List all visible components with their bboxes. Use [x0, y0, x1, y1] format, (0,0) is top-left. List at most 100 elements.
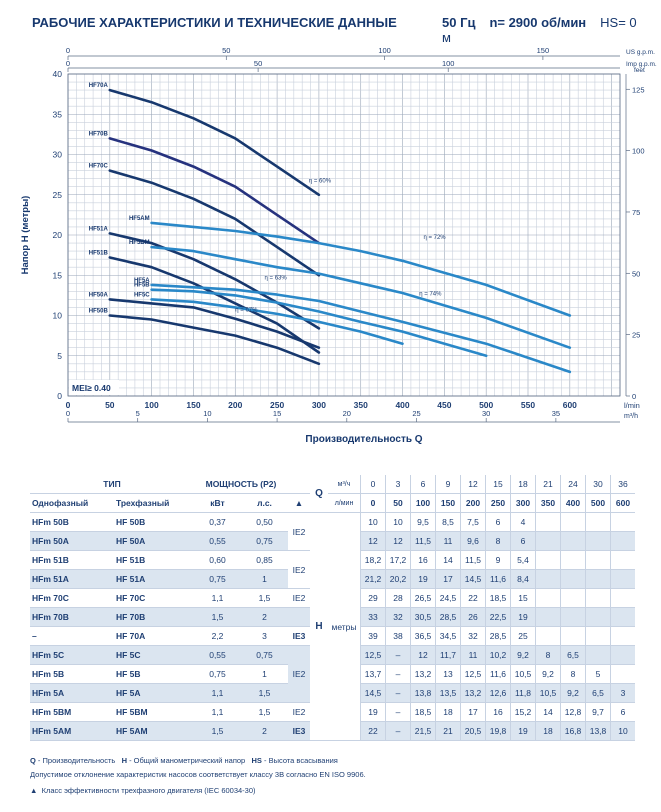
efficiency-label: η = 60%: [309, 179, 332, 185]
type-header: ТИП: [30, 475, 194, 494]
head-value: [560, 531, 586, 551]
series-line: [150, 221, 572, 317]
head-value: 13: [435, 664, 461, 684]
table-row: HFm 50A HF 50A 0,55 0,75 12 12 11,5 11 9,6 8 6: [30, 531, 635, 551]
tolerance-note: Допустимое отклонение характеристик насо…: [30, 770, 366, 779]
head-value: [535, 626, 561, 646]
hp-header: л.с.: [241, 493, 288, 513]
flow-lmin-value: 150: [435, 493, 461, 513]
m3h-tick-label: 5: [136, 409, 140, 418]
x-tick-label: 200: [228, 400, 242, 410]
efficiency-label: η = 72%: [423, 235, 446, 241]
head-value: 6,5: [585, 683, 611, 703]
usgpm-tick-label: 50: [222, 46, 230, 55]
head-value: [535, 512, 561, 532]
head-value: 22,5: [485, 607, 511, 627]
head-value: [560, 626, 586, 646]
y-tick-label: 25: [53, 190, 63, 200]
head-value: 39: [360, 626, 386, 646]
head-value: 25: [510, 626, 536, 646]
head-value: 17,2: [385, 550, 411, 570]
ie-marker-cell: ▲: [288, 493, 310, 513]
three-phase-model: HF 5AM: [113, 721, 194, 741]
head-value: [535, 531, 561, 551]
impgpm-tick-label: 100: [442, 59, 455, 68]
series-label: HF70C: [89, 164, 109, 170]
head-value: 19: [360, 702, 386, 722]
power-kw: 0,37: [194, 512, 241, 532]
table-row: HFm 5B HF 5B 0,75 1 13,7–13,2 13 12,5 11,6 10,5 9…: [30, 664, 635, 684]
mei-box: [69, 380, 119, 395]
series-line: [150, 283, 572, 374]
series-line: [108, 169, 321, 277]
single-phase-model: HFm 5B: [30, 664, 114, 684]
power-hp: 0,75: [241, 645, 288, 665]
head-value: [610, 512, 635, 532]
x-tick-label: 550: [521, 400, 535, 410]
x-tick-label: 150: [186, 400, 200, 410]
feet-unit-label: feet: [634, 67, 645, 74]
ie-class: IE2: [288, 588, 310, 608]
head-value: 14,5: [360, 683, 386, 703]
flow-m3h-value: 30: [585, 475, 611, 494]
series-label: HF5BM: [129, 240, 150, 246]
head-value: 36,5: [410, 626, 436, 646]
head-value: 10: [360, 512, 386, 532]
ie-class: IE3: [288, 626, 310, 646]
head-value: [610, 531, 635, 551]
flow-lmin-value: 400: [560, 493, 586, 513]
head-value: 21,5: [410, 721, 436, 741]
table-row: HFm 5AM HF 5AM 1,5 2 IE3 22–21,5 21 20,5 19,8 19 1…: [30, 721, 635, 741]
power-hp: 1,5: [241, 702, 288, 722]
head-value: 12,5: [360, 645, 386, 665]
legend-h-text: - Общий манометрический напор: [127, 756, 246, 765]
m3h-tick-label: 15: [273, 409, 281, 418]
head-value: 21: [435, 721, 461, 741]
head-value: 11,8: [510, 683, 536, 703]
head-value: [585, 607, 611, 627]
head-value: 5,4: [510, 550, 536, 570]
head-value: 13,2: [460, 683, 486, 703]
x-axis-title: Производительность Q: [305, 434, 422, 445]
head-value: 19: [410, 569, 436, 589]
head-value: [610, 550, 635, 570]
power-kw: 1,5: [194, 721, 241, 741]
head-value: 9,2: [535, 664, 561, 684]
head-value: [610, 607, 635, 627]
legend-q-text: - Производительность: [35, 756, 116, 765]
ie-class: IE3: [288, 721, 310, 741]
ie-header-spacer: [288, 475, 310, 494]
power-kw: 1,5: [194, 607, 241, 627]
footer-legend: Q - Производительность H - Общий маномет…: [30, 756, 338, 765]
head-value: 17: [435, 569, 461, 589]
flow-m3h-value: 12: [460, 475, 486, 494]
ie-class: IE2: [288, 702, 310, 722]
flow-lmin-value: 300: [510, 493, 536, 513]
head-value: 10: [610, 721, 635, 741]
head-value: 38: [385, 626, 411, 646]
head-value: 8,5: [435, 512, 461, 532]
single-phase-model: HFm 5C: [30, 645, 114, 665]
x-tick-label: 250: [270, 400, 284, 410]
head-value: 12: [410, 645, 436, 665]
head-value: 11: [435, 531, 461, 551]
efficiency-label: η = 63%: [265, 275, 288, 281]
flow-lmin-value: 200: [460, 493, 486, 513]
head-value: [560, 607, 586, 627]
head-value: 28: [385, 588, 411, 608]
feet-tick-label: 75: [632, 208, 640, 217]
head-value: –: [385, 721, 411, 741]
head-value: 12: [385, 531, 411, 551]
head-value: 10,2: [485, 645, 511, 665]
three-phase-model: HF 5B: [113, 664, 194, 684]
head-value: 32: [460, 626, 486, 646]
head-value: 6: [485, 512, 511, 532]
table-row: HFm 51A HF 51A 0,75 1 21,2 20,2 19 17 14,5 11,6 8,…: [30, 569, 635, 589]
head-value: [535, 607, 561, 627]
head-value: 26,5: [410, 588, 436, 608]
power-kw: 0,75: [194, 664, 241, 684]
series-label: HF50A: [89, 292, 109, 298]
head-value: 12: [360, 531, 386, 551]
y-tick-label: 30: [53, 150, 63, 160]
